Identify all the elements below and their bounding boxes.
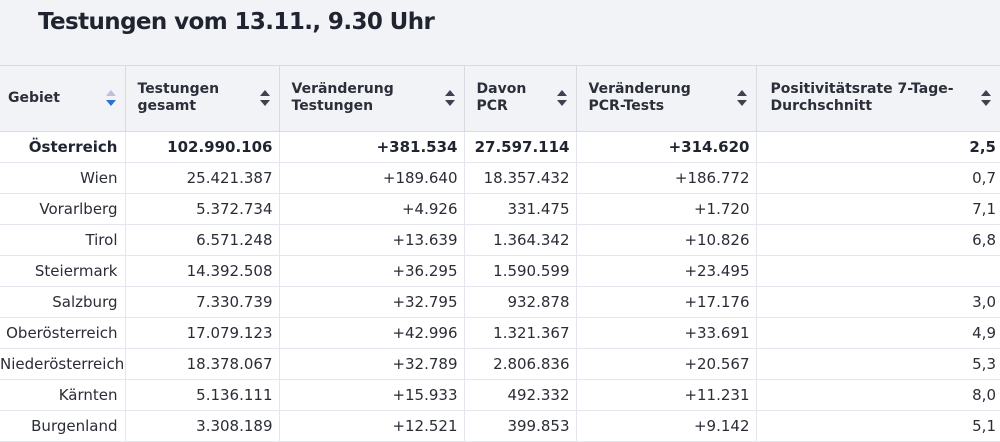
cell-gebiet: Tirol [0,224,125,256]
cell-positivitaet [755,255,1000,287]
cell-gebiet: Oberösterreich [0,317,125,349]
cell-positivitaet: 3,0 [755,286,1000,318]
cell-veraenderung-pcr: +9.142 [575,410,756,442]
cell-positivitaet: 5,3 [755,348,1000,380]
sort-arrows-icon[interactable] [259,90,270,107]
cell-gebiet: Burgenland [0,410,125,442]
cell-positivitaet: 4,9 [755,317,1000,349]
column-header-label: Positivitätsrate 7-Tage-Durchschnitt [770,81,954,115]
table-row: Vorarlberg 5.372.734 +4.926 331.475 +1.7… [0,193,1000,225]
cell-pcr: 2.806.836 [463,348,576,380]
cell-veraenderung: +189.640 [278,162,464,194]
cell-veraenderung: +32.789 [278,348,464,380]
cell-veraenderung: +32.795 [278,286,464,318]
cell-testungen: 25.421.387 [124,162,279,194]
table-row: Kärnten 5.136.111 +15.933 492.332 +11.23… [0,379,1000,411]
cell-gebiet: Steiermark [0,255,125,287]
column-header-positivitaetsrate[interactable]: Positivitätsrate 7-Tage-Durchschnitt [755,66,1000,132]
cell-pcr: 27.597.114 [463,131,576,163]
cell-testungen: 17.079.123 [124,317,279,349]
cell-veraenderung-pcr: +1.720 [575,193,756,225]
column-header-gebiet[interactable]: Gebiet [0,66,125,132]
column-header-label: Davon PCR [476,81,527,115]
cell-positivitaet: 5,1 [755,410,1000,442]
table-header-banner: Testungen vom 13.11., 9.30 Uhr [0,0,1000,66]
sort-arrows-icon[interactable] [556,90,567,107]
table-row: Salzburg 7.330.739 +32.795 932.878 +17.1… [0,286,1000,318]
cell-gebiet: Wien [0,162,125,194]
column-header-label: Testungen gesamt [137,81,220,115]
cell-testungen: 6.571.248 [124,224,279,256]
cell-veraenderung-pcr: +10.826 [575,224,756,256]
page-title: Testungen vom 13.11., 9.30 Uhr [38,9,435,35]
cell-positivitaet: 0,7 [755,162,1000,194]
cell-veraenderung: +15.933 [278,379,464,411]
table-row: Tirol 6.571.248 +13.639 1.364.342 +10.82… [0,224,1000,256]
table-row: Steiermark 14.392.508 +36.295 1.590.599 … [0,255,1000,287]
cell-gebiet: Vorarlberg [0,193,125,225]
cell-pcr: 1.590.599 [463,255,576,287]
cell-pcr: 331.475 [463,193,576,225]
table-row: Niederösterreich 18.378.067 +32.789 2.80… [0,348,1000,380]
cell-pcr: 399.853 [463,410,576,442]
cell-veraenderung-pcr: +17.176 [575,286,756,318]
cell-positivitaet: 7,1 [755,193,1000,225]
cell-testungen: 5.372.734 [124,193,279,225]
column-header-label: Veränderung Testungen [291,81,394,115]
cell-pcr: 18.357.432 [463,162,576,194]
sort-arrows-icon[interactable] [105,90,116,107]
table-row: Burgenland 3.308.189 +12.521 399.853 +9.… [0,410,1000,442]
column-header-label: Gebiet [8,89,60,106]
cell-gebiet: Niederösterreich [0,348,125,380]
column-header-label: Veränderung PCR-Tests [588,81,691,115]
cell-veraenderung: +381.534 [278,131,464,163]
cell-testungen: 5.136.111 [124,379,279,411]
cell-testungen: 3.308.189 [124,410,279,442]
cell-veraenderung-pcr: +186.772 [575,162,756,194]
table-row-total: Österreich 102.990.106 +381.534 27.597.1… [0,131,1000,163]
cell-pcr: 1.321.367 [463,317,576,349]
sort-arrows-icon[interactable] [981,90,991,107]
cell-veraenderung-pcr: +33.691 [575,317,756,349]
column-header-veraenderung-pcr-tests[interactable]: Veränderung PCR-Tests [575,66,756,132]
column-header-testungen-gesamt[interactable]: Testungen gesamt [124,66,279,132]
table-row: Oberösterreich 17.079.123 +42.996 1.321.… [0,317,1000,349]
cell-veraenderung: +13.639 [278,224,464,256]
cell-positivitaet: 8,0 [755,379,1000,411]
sort-arrows-icon[interactable] [444,90,455,107]
cell-veraenderung: +12.521 [278,410,464,442]
cell-positivitaet: 2,5 [755,131,1000,163]
column-header-row: Gebiet Testungen gesamt Veränderung Test… [0,66,1000,132]
cell-gebiet: Kärnten [0,379,125,411]
data-table: Gebiet Testungen gesamt Veränderung Test… [0,66,1000,442]
cell-veraenderung: +4.926 [278,193,464,225]
cell-testungen: 7.330.739 [124,286,279,318]
column-header-davon-pcr[interactable]: Davon PCR [463,66,576,132]
cell-veraenderung-pcr: +23.495 [575,255,756,287]
cell-testungen: 102.990.106 [124,131,279,163]
cell-testungen: 18.378.067 [124,348,279,380]
cell-veraenderung-pcr: +20.567 [575,348,756,380]
cell-veraenderung: +36.295 [278,255,464,287]
cell-pcr: 1.364.342 [463,224,576,256]
cell-veraenderung: +42.996 [278,317,464,349]
cell-positivitaet: 6,8 [755,224,1000,256]
cell-pcr: 932.878 [463,286,576,318]
cell-veraenderung-pcr: +11.231 [575,379,756,411]
column-header-veraenderung-testungen[interactable]: Veränderung Testungen [278,66,464,132]
cell-gebiet: Salzburg [0,286,125,318]
cell-gebiet: Österreich [0,131,125,163]
cell-pcr: 492.332 [463,379,576,411]
cell-testungen: 14.392.508 [124,255,279,287]
sort-arrows-icon[interactable] [736,90,747,107]
table-row: Wien 25.421.387 +189.640 18.357.432 +186… [0,162,1000,194]
cell-veraenderung-pcr: +314.620 [575,131,756,163]
